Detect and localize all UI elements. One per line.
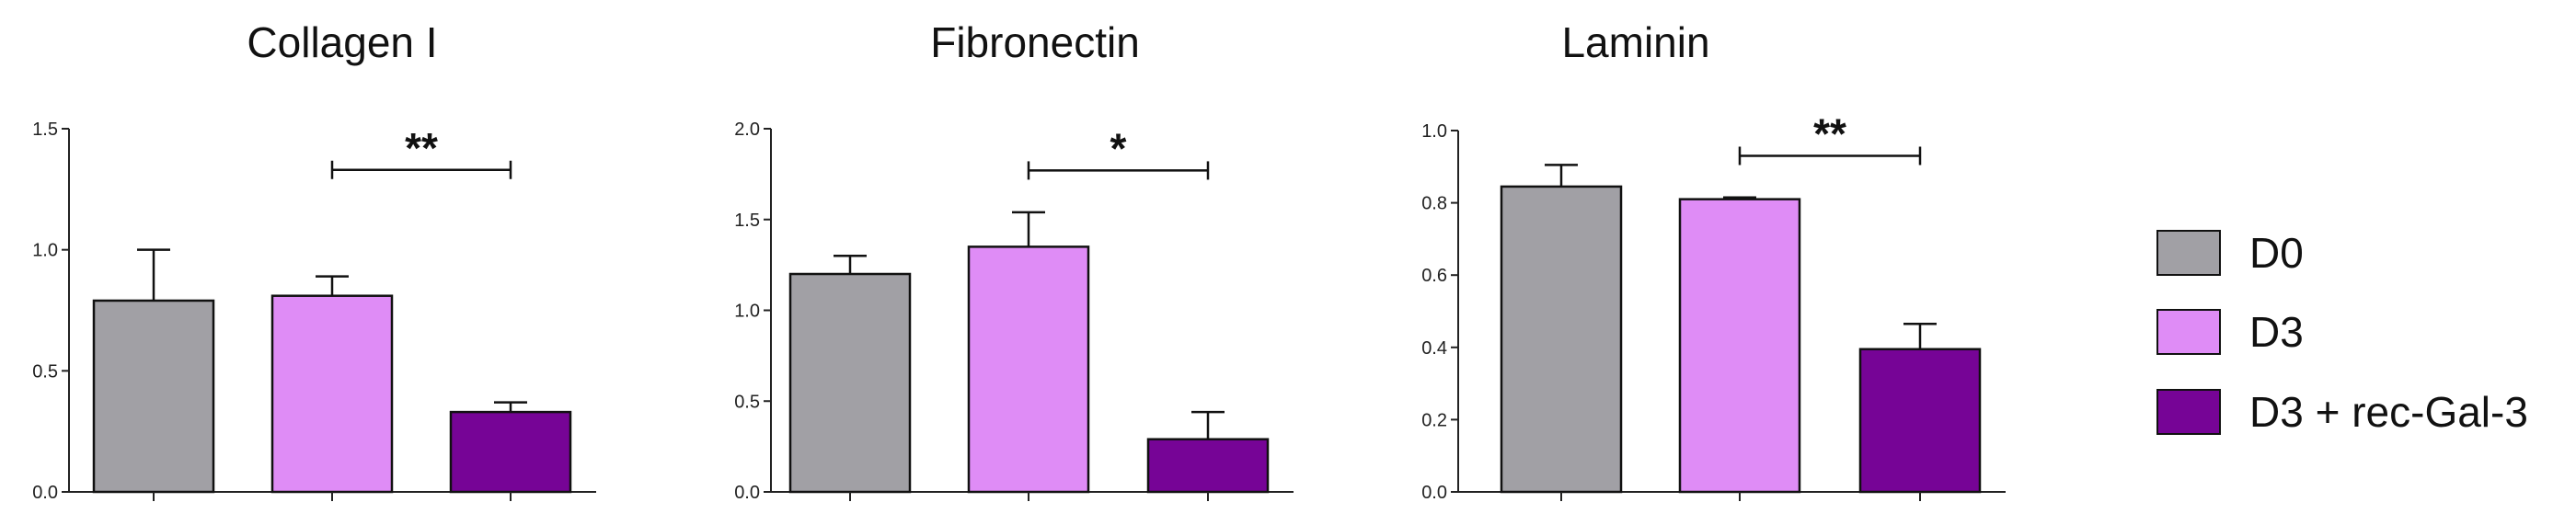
y-tick-label: 1.5 — [32, 120, 58, 140]
y-tick-label: 0.2 — [1421, 410, 1447, 430]
y-tick-label: 0.4 — [1421, 338, 1447, 359]
significance-label: ** — [1813, 110, 1846, 158]
y-tick-label: 2.0 — [734, 120, 760, 140]
bar-d3 — [1678, 198, 1801, 494]
y-tick-label: 0.5 — [734, 392, 760, 412]
panel-title: Laminin — [1561, 18, 1709, 66]
y-tick-label: 0.0 — [32, 483, 58, 503]
y-tick-label: 1.0 — [1421, 121, 1447, 142]
bar-d3 — [967, 245, 1090, 494]
bar-d3 — [270, 294, 394, 494]
panel-collagen-i: Collagen I 0.0 0.5 1.0 1.5 ** — [32, 18, 596, 503]
bar-d0 — [92, 299, 215, 494]
y-tick-label: 0.5 — [32, 361, 58, 382]
significance-label: * — [1110, 124, 1127, 172]
bar-d3-rec-gal-3 — [449, 410, 572, 494]
panel-title: Collagen I — [247, 18, 437, 66]
y-tick-label: 0.8 — [1421, 194, 1447, 214]
y-tick-label: 1.0 — [32, 241, 58, 261]
panel-laminin: Laminin 0.0 0.2 0.4 0.6 0.8 1.0 ** — [1421, 18, 2006, 503]
legend: D0 D3 D3 + rec-Gal-3 — [2156, 229, 2528, 436]
y-tick-label: 1.0 — [734, 302, 760, 322]
y-tick-label: 0.0 — [734, 483, 760, 503]
panel-fibronectin: Fibronectin 0.0 0.5 1.0 1.5 2.0 * — [734, 18, 1294, 503]
legend-label-d3-rec-gal-3: D3 + rec-Gal-3 — [2249, 388, 2528, 436]
y-tick-label: 0.0 — [1421, 483, 1447, 503]
legend-label-d0: D0 — [2249, 229, 2304, 277]
bar-d0 — [1500, 185, 1623, 494]
legend-swatch-d0 — [2156, 230, 2221, 276]
panel-title: Fibronectin — [930, 18, 1140, 66]
bar-d0 — [788, 272, 912, 494]
legend-swatch-d3 — [2156, 309, 2221, 355]
bar-d3-rec-gal-3 — [1146, 438, 1270, 494]
y-tick-label: 0.6 — [1421, 266, 1447, 286]
significance-label: ** — [405, 124, 438, 172]
y-tick-label: 1.5 — [734, 211, 760, 231]
legend-label-d3: D3 — [2249, 308, 2304, 356]
bar-d3-rec-gal-3 — [1858, 348, 1982, 494]
legend-swatch-d3-rec-gal-3 — [2156, 389, 2221, 435]
